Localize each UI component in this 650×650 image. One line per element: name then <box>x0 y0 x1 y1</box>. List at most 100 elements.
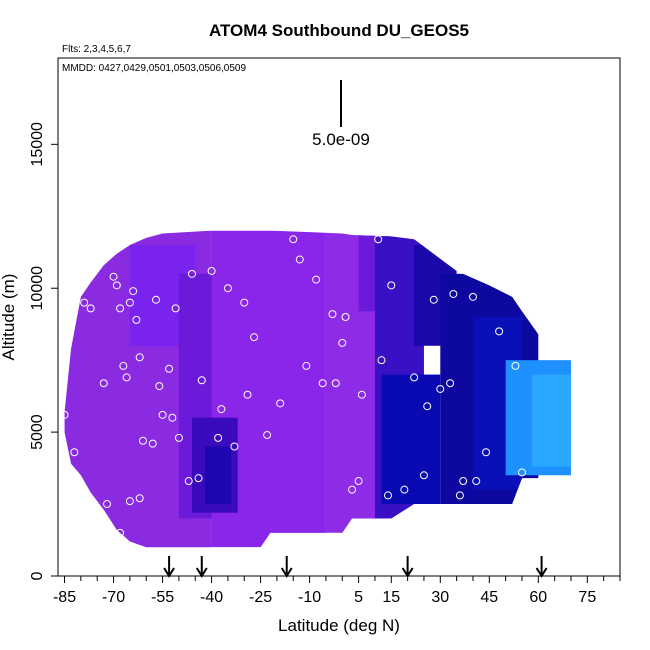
flights-note: Flts: 2,3,4,5,6,7 <box>62 44 131 55</box>
sample-point-8 <box>116 304 125 313</box>
chart-title: ATOM4 Southbound DU_GEOS5 <box>209 21 469 40</box>
sample-point-45 <box>338 338 347 347</box>
x-tick-label: -85 <box>53 589 76 606</box>
sample-point-42 <box>318 379 327 388</box>
sample-point-66 <box>482 448 491 457</box>
sample-point-58 <box>429 295 438 304</box>
sample-point-2 <box>80 298 89 307</box>
sample-point-40 <box>302 361 311 370</box>
sample-point-12 <box>129 287 138 296</box>
sample-point-5 <box>103 500 112 509</box>
y-tick-label: 15000 <box>29 122 46 167</box>
sample-point-37 <box>276 399 285 408</box>
sample-point-29 <box>214 433 223 442</box>
heatmap-layer <box>64 230 571 548</box>
sample-point-36 <box>263 430 272 439</box>
sample-point-31 <box>223 284 232 293</box>
sample-point-69 <box>517 468 526 477</box>
plot-frame <box>57 57 621 577</box>
flight-arrow-head <box>163 567 175 578</box>
scale-bar-label: 5.0e-09 <box>312 130 370 149</box>
sample-point-33 <box>240 298 249 307</box>
sample-point-9 <box>119 361 128 370</box>
sample-point-71 <box>135 494 144 503</box>
sample-point-23 <box>174 433 183 442</box>
sample-point-0 <box>60 410 69 419</box>
y-axis: 0 5000 10000 15000 <box>29 122 58 580</box>
sample-point-27 <box>197 376 206 385</box>
sample-point-26 <box>194 474 203 483</box>
scale-bar: 5.0e-09 <box>312 80 370 149</box>
sample-point-52 <box>384 491 393 500</box>
sample-point-55 <box>410 373 419 382</box>
sample-point-62 <box>455 491 464 500</box>
x-tick-label: 5 <box>354 589 363 606</box>
x-tick-label: 30 <box>431 589 449 606</box>
x-tick-label: 60 <box>529 589 547 606</box>
x-tick-label: 15 <box>382 589 400 606</box>
sample-point-44 <box>331 379 340 388</box>
x-tick-label: -25 <box>249 589 272 606</box>
sample-point-18 <box>155 382 164 391</box>
flight-arrow-0 <box>163 556 175 578</box>
sample-point-4 <box>99 379 108 388</box>
x-axis: -85 -70 -55 -40 -25 -10 5 15 30 45 60 75 <box>53 576 621 606</box>
sample-point-19 <box>158 410 167 419</box>
sample-point-65 <box>472 477 481 486</box>
heatmap-cell-14 <box>531 374 571 467</box>
sample-point-1 <box>70 448 79 457</box>
sample-point-39 <box>295 255 304 264</box>
sample-point-67 <box>495 327 504 336</box>
sample-point-16 <box>148 439 157 448</box>
sample-point-6 <box>109 272 118 281</box>
flight-arrows <box>163 556 548 578</box>
sample-point-28 <box>207 266 216 275</box>
sample-point-21 <box>168 413 177 422</box>
sample-point-38 <box>289 235 298 244</box>
sample-point-72 <box>125 497 134 506</box>
x-tick-label: 45 <box>480 589 498 606</box>
sample-point-14 <box>135 353 144 362</box>
y-tick-label: 0 <box>29 571 46 580</box>
sample-points <box>60 235 526 543</box>
x-axis-label: Latitude (deg N) <box>278 616 400 635</box>
heatmap-cell-5 <box>205 446 232 505</box>
sample-point-59 <box>436 384 445 393</box>
sample-point-50 <box>374 235 383 244</box>
sample-point-68 <box>511 361 520 370</box>
sample-point-47 <box>348 485 357 494</box>
sample-point-61 <box>449 289 458 298</box>
sample-point-56 <box>419 471 428 480</box>
sample-point-73 <box>272 534 281 543</box>
sample-point-48 <box>354 477 363 486</box>
dates-note: MMDD: 0427,0429,0501,0503,0506,0509 <box>62 63 246 74</box>
sample-point-54 <box>400 485 409 494</box>
sample-point-34 <box>243 390 252 399</box>
y-tick-label: 10000 <box>29 266 46 311</box>
x-tick-label: -70 <box>102 589 125 606</box>
sample-point-57 <box>423 402 432 411</box>
sample-point-22 <box>171 304 180 313</box>
heatmap-cell-9 <box>381 374 441 505</box>
sample-point-13 <box>132 315 141 324</box>
flight-arrow-1 <box>195 556 208 578</box>
y-axis-label: Altitude (m) <box>0 274 18 361</box>
sample-point-53 <box>387 281 396 290</box>
x-tick-label: -10 <box>298 589 321 606</box>
flight-arrow-head <box>280 567 293 578</box>
x-tick-label: 75 <box>578 589 596 606</box>
sample-point-43 <box>328 310 337 319</box>
sample-point-7 <box>112 281 121 290</box>
y-tick-label: 5000 <box>29 414 46 450</box>
sample-point-25 <box>187 269 196 278</box>
flight-arrow-2 <box>280 556 293 578</box>
sample-point-30 <box>217 405 226 414</box>
x-tick-label: -40 <box>200 589 223 606</box>
sample-point-10 <box>122 373 131 382</box>
sample-point-51 <box>377 356 386 365</box>
sample-point-3 <box>86 304 95 313</box>
sample-point-63 <box>459 477 468 486</box>
sample-point-46 <box>341 313 350 321</box>
sample-point-24 <box>184 477 193 486</box>
